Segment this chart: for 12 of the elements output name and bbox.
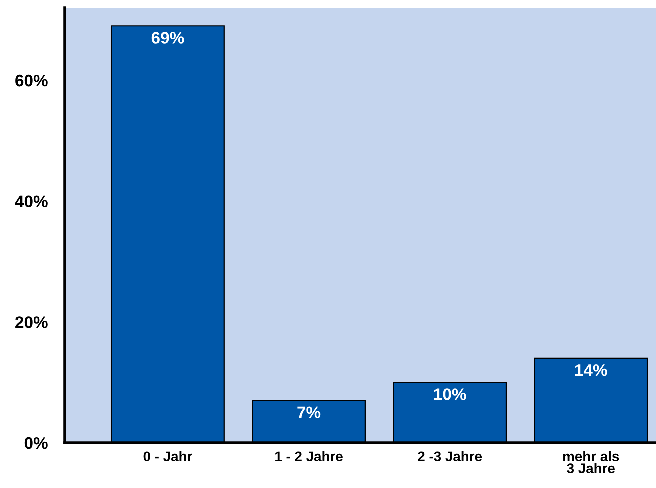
x-tick-label: 1 - 2 Jahre bbox=[276, 451, 343, 462]
y-tick-label: 40% bbox=[15, 196, 48, 208]
x-tick-label: 2 -3 Jahre bbox=[418, 451, 482, 462]
x-tick-label: 0 - Jahr bbox=[144, 451, 192, 462]
data-label: 10% bbox=[434, 388, 466, 400]
y-tick-label: 20% bbox=[16, 316, 48, 328]
data-label: 14% bbox=[575, 364, 608, 376]
y-tick-label: 60% bbox=[16, 74, 48, 87]
x-tick-label: mehr als 3 Jahre bbox=[563, 451, 620, 474]
data-label: 69% bbox=[152, 32, 184, 44]
y-tick-label: 0% bbox=[24, 437, 48, 450]
data-label: 7% bbox=[298, 406, 321, 418]
